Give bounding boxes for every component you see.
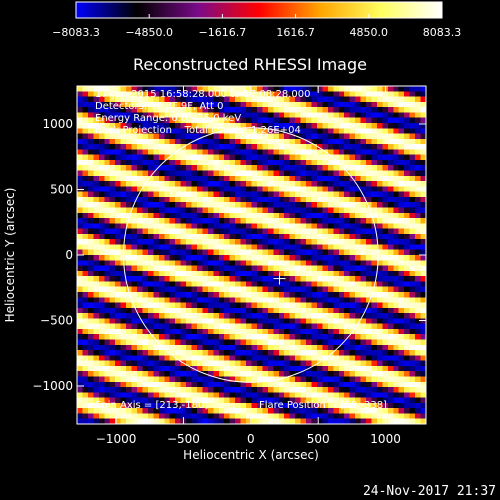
- y-tick-label: 500: [50, 182, 73, 196]
- x-tick-label: 1000: [370, 432, 401, 446]
- colorbar: [75, 1, 443, 19]
- x-axis-ticks: −1000 −500 0 500 1000: [96, 86, 401, 446]
- y-axis-ticks: −1000 −500 0 500 1000: [32, 117, 426, 393]
- colorbar-tick-label: −8083.3: [52, 26, 100, 39]
- x-tick-label: −500: [167, 432, 200, 446]
- colorbar-tick-label: −4850.0: [125, 26, 173, 39]
- colorbar-tick-label: 8083.3: [423, 26, 462, 39]
- flare-position-marker: [273, 272, 286, 285]
- colorbar-ticks: −8083.3 −4850.0 −1616.7 1616.7 4850.0 8083.3: [52, 14, 461, 39]
- chart-title: Reconstructed RHESSI Image: [133, 55, 367, 74]
- y-tick-label: −1000: [32, 379, 73, 393]
- colorbar-tick-label: −1616.7: [199, 26, 247, 39]
- annotation-flare-position: Flare Position = [58,-338]: [259, 400, 387, 411]
- x-axis-label: Heliocentric X (arcsec): [183, 448, 319, 462]
- annotation-time-range: 17-Jun-2015 16:58:28.000 to 17:08:28.000: [95, 89, 311, 100]
- y-tick-label: 1000: [42, 117, 73, 131]
- heatmap-image: [77, 86, 426, 424]
- x-tick-label: 0: [247, 432, 255, 446]
- x-tick-label: −1000: [96, 432, 137, 446]
- annotation-method-counts: Back Projection Total counts: 1.26E+04: [95, 125, 301, 136]
- colorbar-tick-label: 1616.7: [276, 26, 315, 39]
- y-tick-label: 0: [65, 248, 73, 262]
- annotation-detectors: Detectors: 7F 8F 9F, Att 0: [95, 101, 223, 112]
- solar-limb-circle: [122, 127, 379, 383]
- y-tick-label: −500: [40, 314, 73, 328]
- y-axis-label: Heliocentric Y (arcsec): [3, 188, 17, 323]
- x-tick-label: 500: [307, 432, 330, 446]
- colorbar-tick-label: 4850.0: [350, 26, 389, 39]
- annotation-spin-axis: Spin Axis = [213,-180]: [95, 400, 208, 411]
- footer-timestamp: 24-Nov-2017 21:37: [363, 484, 496, 499]
- annotation-energy-range: Energy Range: 6.0 - 25.0 keV: [95, 113, 241, 124]
